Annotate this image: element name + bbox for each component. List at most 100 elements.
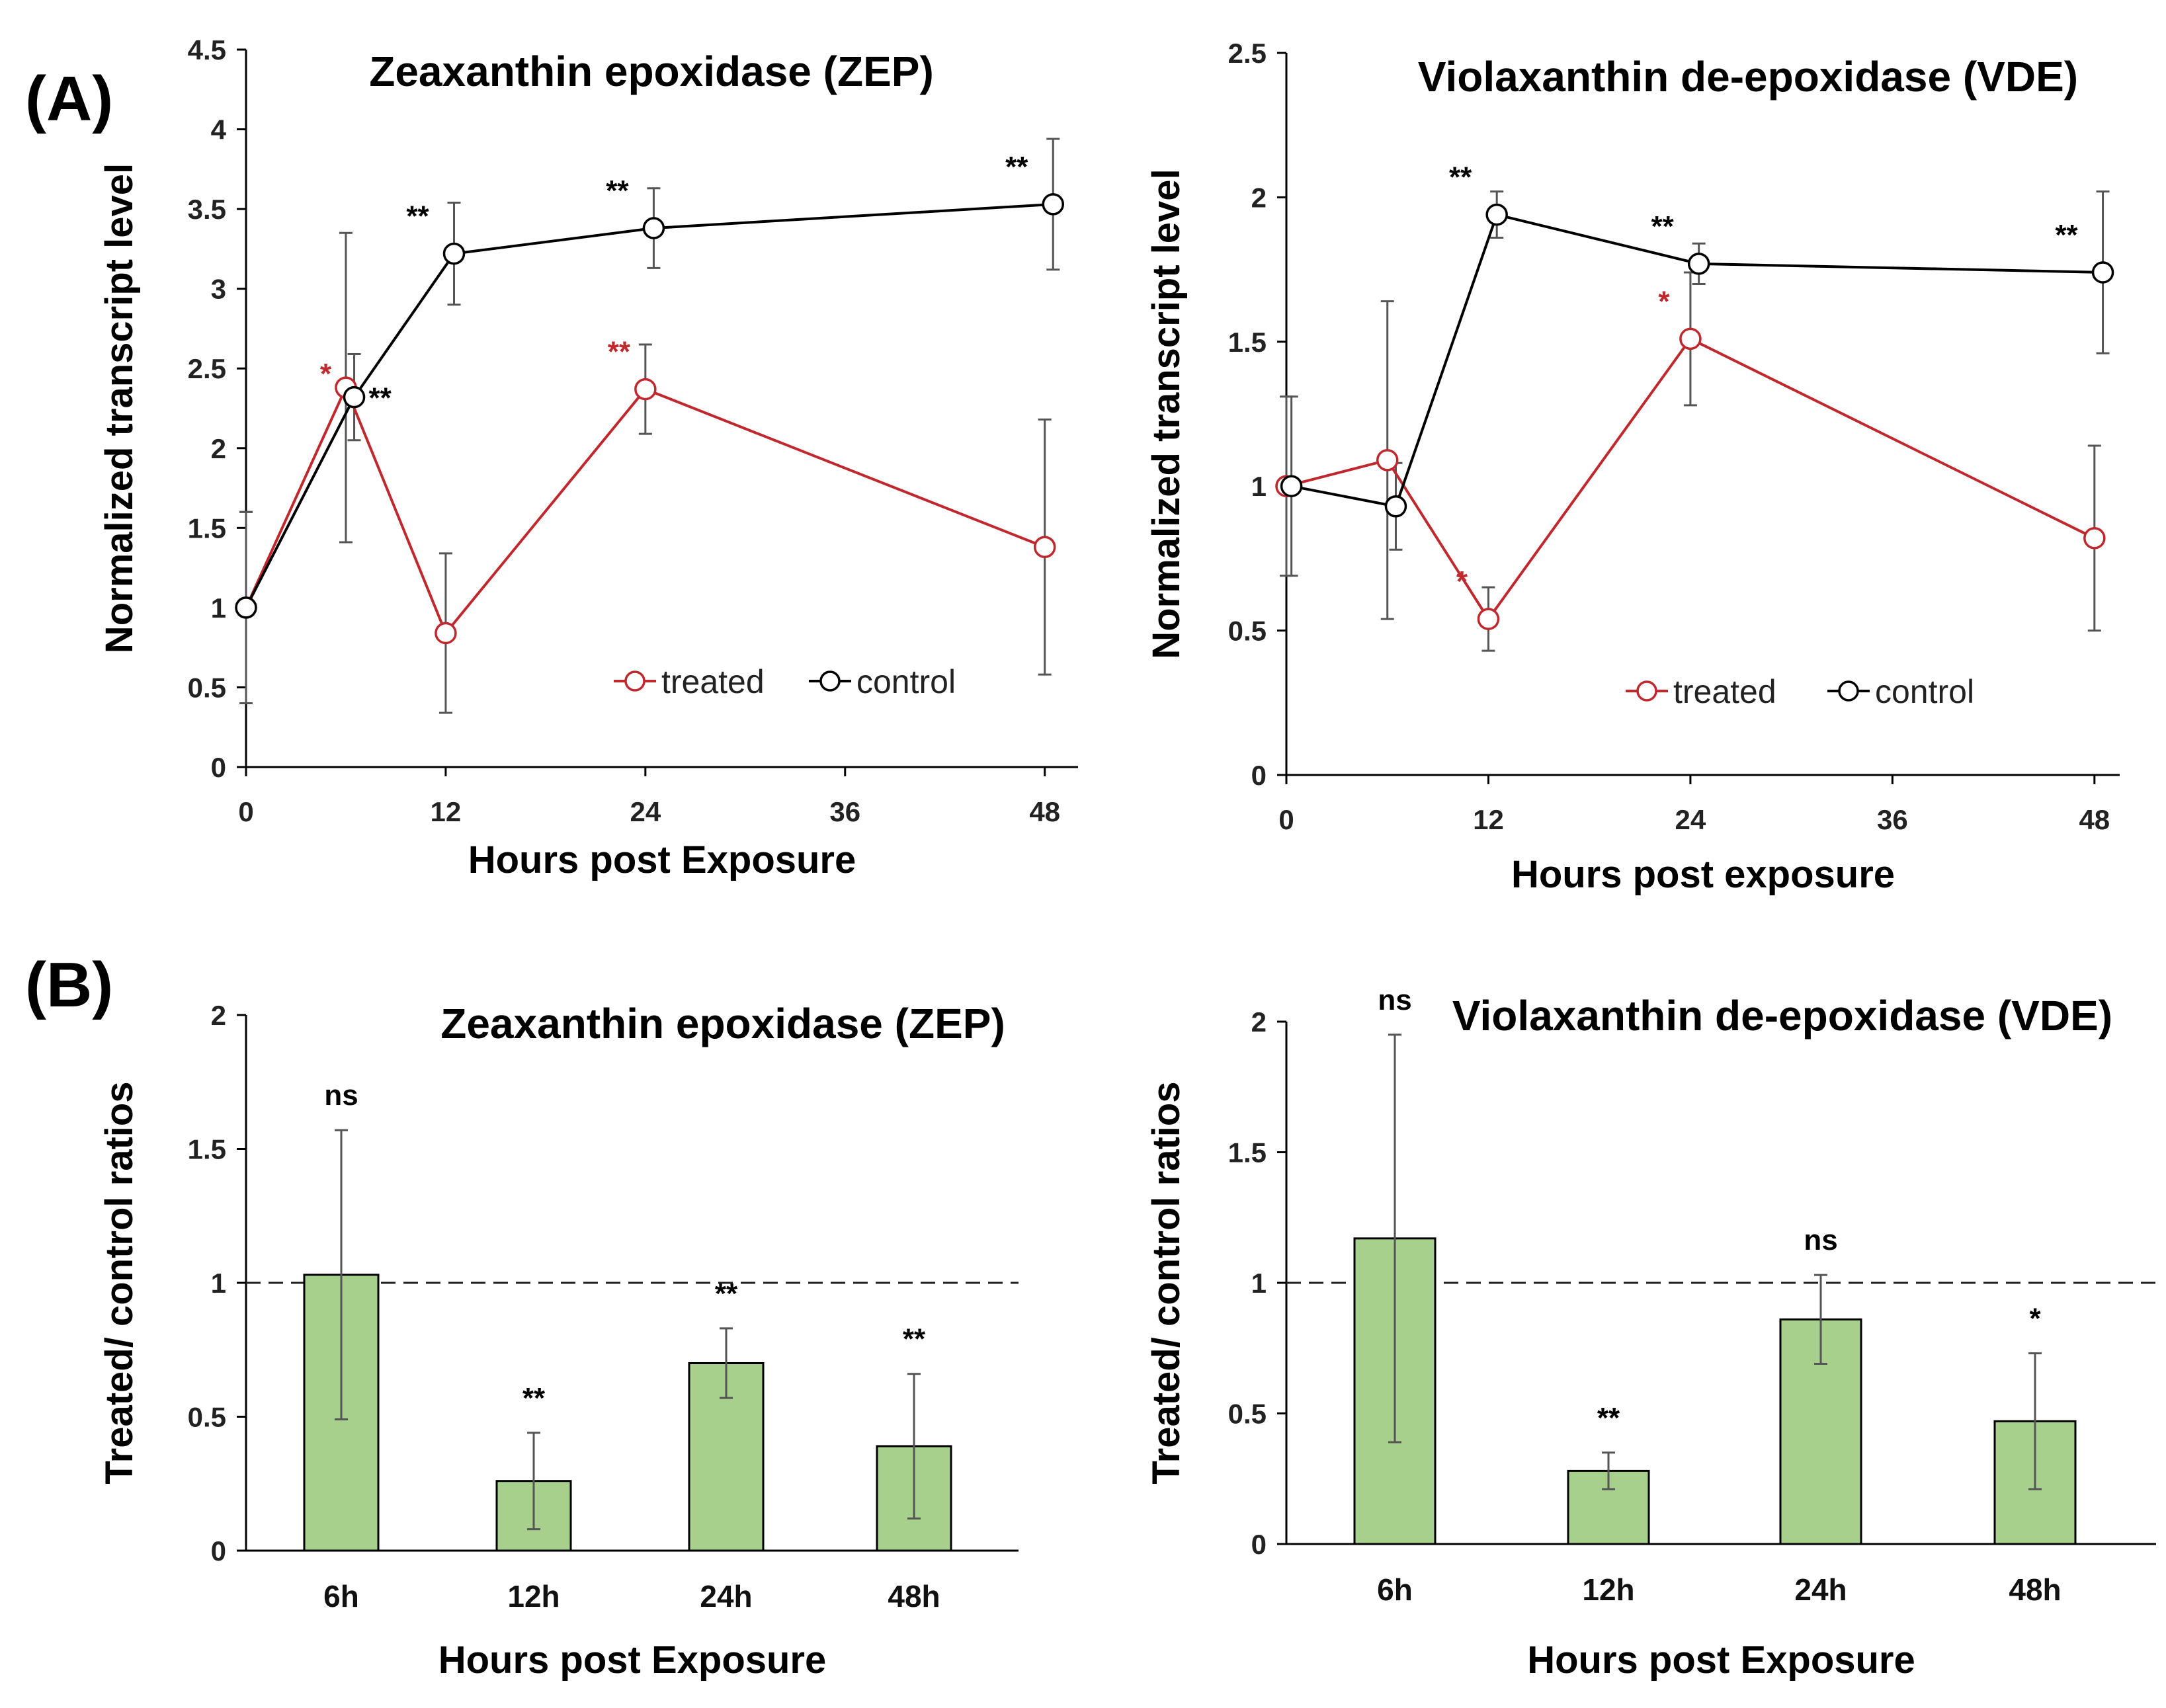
- legend-label-control: control: [856, 663, 956, 700]
- legend-marker-control: [819, 671, 841, 692]
- category-label: 12h: [1582, 1572, 1634, 1607]
- data-point-control: [1384, 495, 1407, 518]
- legend-label-treated: treated: [661, 663, 765, 700]
- data-point-control: [1687, 253, 1710, 275]
- data-point-treated: [634, 378, 657, 401]
- significance-label: **: [715, 1278, 738, 1310]
- y-tick-label: 0: [1251, 1529, 1267, 1560]
- y-tick-label: 0.5: [1228, 1399, 1267, 1430]
- significance-label: *: [320, 358, 332, 390]
- y-tick-label: 1.5: [188, 1134, 226, 1165]
- y-tick-label: 0.5: [1228, 616, 1267, 647]
- y-axis-label: Normalized transcript level: [1145, 169, 1188, 659]
- vde-line-chart: Violaxanthin de-epoxidase (VDE) Hours pos…: [1145, 38, 2120, 896]
- significance-label: **: [1449, 161, 1472, 194]
- significance-label: **: [608, 336, 631, 368]
- y-tick-label: 2.5: [1228, 38, 1267, 69]
- legend-marker-treated: [1636, 680, 1657, 702]
- legend-label-treated: treated: [1673, 673, 1776, 710]
- data-point-treated: [1477, 608, 1500, 630]
- x-tick-label: 36: [1877, 804, 1908, 835]
- y-tick-label: 2: [1251, 182, 1267, 213]
- y-tick-label: 2: [1251, 1006, 1267, 1037]
- x-tick-label: 48: [1029, 796, 1060, 827]
- vde-ratio-bar-chart: Violaxanthin de-epoxidase (VDE) Hours pos…: [1145, 984, 2156, 1682]
- y-tick-label: 2: [211, 433, 226, 464]
- significance-label: ns: [324, 1079, 358, 1112]
- data-point-treated: [2083, 527, 2106, 549]
- data-point-control: [1485, 203, 1508, 226]
- y-tick-label: 0: [211, 752, 226, 783]
- panel-label-a: (A): [25, 63, 113, 134]
- series-line-control: [245, 202, 1054, 608]
- chart-title: Zeaxanthin epoxidase (ZEP): [440, 1000, 1005, 1047]
- zep-ratio-bar-chart: Zeaxanthin epoxidase (ZEP) Hours post Exp…: [98, 1000, 1019, 1682]
- data-point-control: [442, 242, 466, 265]
- significance-label: **: [2055, 219, 2078, 251]
- category-label: 48h: [888, 1579, 940, 1613]
- x-axis-label: Hours post Exposure: [438, 1639, 827, 1682]
- y-tick-label: 1.5: [188, 512, 226, 544]
- y-tick-label: 1: [211, 592, 226, 624]
- y-tick-label: 0.5: [188, 1402, 226, 1433]
- significance-label: **: [606, 175, 629, 207]
- y-tick-label: 1: [1251, 1268, 1267, 1299]
- y-tick-label: 4.5: [188, 34, 226, 65]
- category-label: 48h: [2009, 1572, 2061, 1607]
- y-tick-label: 2.5: [188, 353, 226, 384]
- data-point-treated: [1679, 327, 1702, 350]
- data-point-control: [1280, 475, 1303, 497]
- category-label: 24h: [1794, 1572, 1847, 1607]
- x-tick-label: 12: [1473, 804, 1504, 835]
- y-tick-label: 1: [211, 1268, 226, 1299]
- y-tick-label: 0: [1251, 760, 1267, 791]
- y-axis-label: Normalized transcript level: [98, 163, 141, 653]
- significance-label: **: [1651, 210, 1675, 243]
- x-axis-label: Hours post exposure: [1511, 853, 1895, 896]
- legend-marker-treated: [624, 671, 646, 692]
- x-tick-label: 12: [431, 796, 462, 827]
- y-tick-label: 2: [211, 1000, 226, 1031]
- y-tick-label: 0: [211, 1535, 226, 1566]
- chart-title: Violaxanthin de-epoxidase (VDE): [1452, 992, 2112, 1039]
- legend-marker-control: [1838, 680, 1859, 702]
- significance-label: **: [1005, 151, 1028, 183]
- significance-label: *: [1658, 285, 1670, 317]
- x-tick-label: 48: [2079, 804, 2110, 835]
- data-point-treated: [1376, 449, 1399, 471]
- significance-label: **: [406, 200, 429, 233]
- panel-label-b: (B): [25, 950, 113, 1020]
- category-label: 12h: [507, 1579, 560, 1613]
- x-axis-label: Hours post Exposure: [468, 838, 856, 881]
- x-axis-label: Hours post Exposure: [1527, 1639, 1915, 1682]
- significance-label: **: [1597, 1402, 1620, 1434]
- y-tick-label: 0.5: [188, 672, 226, 703]
- y-axis-label: Treated/ control ratios: [98, 1081, 141, 1484]
- x-tick-label: 24: [630, 796, 661, 827]
- zep-line-chart: Zeaxanthin epoxidase (ZEP) Hours post Exp…: [98, 34, 1078, 881]
- category-label: 6h: [1377, 1572, 1413, 1607]
- x-tick-label: 24: [1675, 804, 1706, 835]
- significance-label: **: [522, 1382, 546, 1414]
- y-tick-label: 3.5: [188, 194, 226, 225]
- category-label: 24h: [700, 1579, 752, 1613]
- significance-label: ns: [1804, 1224, 1837, 1256]
- y-tick-label: 4: [211, 114, 227, 145]
- y-axis-label: Treated/ control ratios: [1145, 1081, 1188, 1484]
- data-point-control: [642, 217, 665, 239]
- y-tick-label: 1.5: [1228, 1137, 1267, 1168]
- significance-label: ns: [1378, 984, 1411, 1016]
- significance-label: *: [2029, 1303, 2041, 1335]
- x-tick-label: 0: [238, 796, 253, 827]
- y-tick-label: 3: [211, 274, 226, 305]
- y-tick-label: 1.5: [1228, 327, 1267, 358]
- x-tick-label: 0: [1278, 804, 1294, 835]
- data-point-control: [2091, 261, 2114, 284]
- chart-title: Zeaxanthin epoxidase (ZEP): [369, 48, 934, 95]
- significance-label: **: [903, 1323, 926, 1356]
- data-point-control: [235, 596, 257, 619]
- legend-label-control: control: [1875, 673, 1974, 710]
- x-tick-label: 36: [829, 796, 860, 827]
- data-point-control: [343, 386, 366, 409]
